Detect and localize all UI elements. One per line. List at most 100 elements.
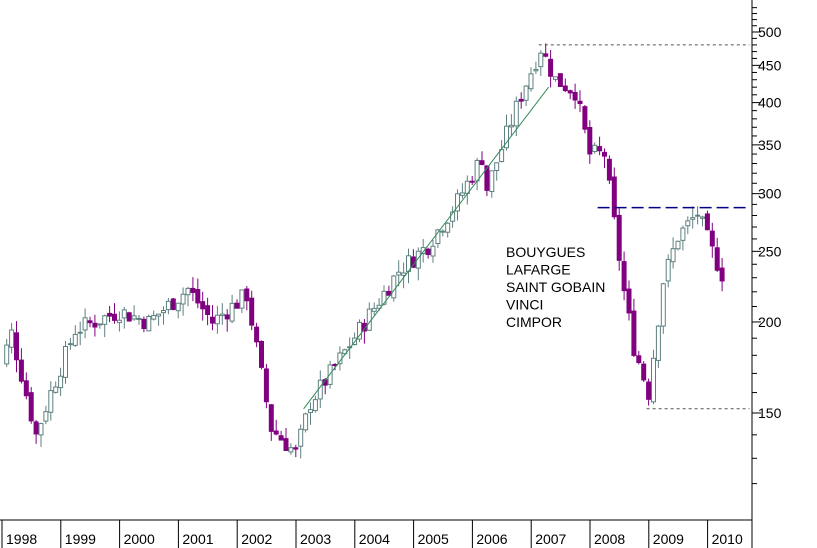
- candle-body-up: [53, 386, 59, 393]
- candle: [504, 114, 509, 151]
- candle-body-down: [602, 151, 607, 157]
- candle-body-up: [670, 248, 676, 263]
- candle-body-up: [214, 314, 220, 325]
- candle: [548, 49, 554, 88]
- candle: [557, 73, 563, 87]
- candle: [420, 239, 426, 263]
- candle-body-up: [180, 293, 186, 305]
- candle-body-up: [185, 287, 191, 296]
- candle-body-down: [195, 289, 201, 304]
- candle-body-up: [695, 214, 701, 217]
- candle-body-up: [675, 240, 681, 250]
- candle: [4, 338, 10, 367]
- candle-body-up: [317, 379, 323, 400]
- candle-body-up: [592, 144, 598, 152]
- candle-body-down: [259, 340, 264, 368]
- candle: [533, 61, 539, 74]
- candle-body-up: [43, 411, 49, 422]
- candle-body-up: [455, 193, 460, 212]
- candle-body-down: [641, 363, 647, 381]
- candle: [185, 286, 191, 307]
- candle: [210, 305, 215, 331]
- candle: [53, 381, 59, 394]
- candle-body-down: [361, 322, 367, 332]
- candle-body-down: [469, 180, 475, 183]
- x-tick-label: 2009: [653, 531, 684, 547]
- candle: [48, 381, 54, 421]
- candle: [254, 322, 260, 348]
- candle: [396, 260, 402, 287]
- candle: [366, 302, 372, 331]
- candle-body-up: [312, 399, 318, 412]
- candle-body-up: [77, 331, 83, 334]
- candle-body-up: [121, 309, 127, 319]
- candle-body-up: [651, 357, 656, 403]
- candle-body-up: [459, 192, 465, 196]
- candle-body-up: [219, 313, 225, 317]
- candle: [690, 206, 696, 229]
- candle: [38, 422, 44, 447]
- candle-body-down: [244, 288, 250, 302]
- candle-body-up: [391, 275, 397, 299]
- candle: [278, 430, 284, 441]
- candle: [508, 114, 514, 136]
- candle-body-up: [489, 170, 495, 193]
- candle: [77, 321, 83, 346]
- candle-body-up: [435, 229, 441, 244]
- candle: [273, 419, 279, 436]
- candle-body-down: [543, 53, 549, 57]
- candle: [337, 346, 343, 371]
- candle: [92, 314, 98, 337]
- candle: [494, 162, 500, 181]
- candle-body-up: [102, 315, 108, 325]
- candle: [479, 151, 485, 166]
- candle-body-up: [136, 317, 142, 320]
- candle-body-up: [161, 310, 166, 314]
- candle-body-down: [273, 430, 279, 435]
- candle: [165, 297, 171, 315]
- candle-body-up: [685, 220, 691, 227]
- candle-body-up: [700, 216, 705, 219]
- x-tick-label: 2002: [241, 531, 272, 547]
- candle-body-up: [4, 344, 10, 365]
- candle: [381, 285, 387, 306]
- candle-body-down: [293, 447, 299, 450]
- candle: [249, 290, 255, 331]
- candle-body-down: [28, 392, 34, 422]
- candle: [259, 340, 264, 370]
- candle-body-down: [479, 160, 485, 165]
- candle-body-up: [151, 314, 157, 320]
- candle: [175, 302, 181, 319]
- candle: [631, 298, 637, 357]
- candle: [577, 90, 583, 113]
- candle-body-up: [415, 250, 421, 269]
- candle: [636, 351, 642, 365]
- candle-body-up: [146, 315, 152, 332]
- candle: [562, 78, 568, 93]
- candle: [670, 237, 676, 269]
- candle: [121, 306, 127, 329]
- candle: [719, 257, 725, 292]
- candle: [190, 277, 196, 302]
- candle-body-down: [709, 230, 715, 247]
- candle-body-up: [430, 245, 436, 257]
- candle: [655, 324, 661, 368]
- candle-body-up: [9, 329, 15, 348]
- candle-body-down: [249, 297, 255, 326]
- y-tick-label: 350: [758, 137, 782, 153]
- candle: [72, 325, 78, 348]
- candle: [43, 405, 49, 425]
- candle-body-up: [538, 52, 544, 68]
- x-tick-label: 2004: [359, 531, 390, 547]
- candle: [146, 314, 152, 332]
- candle: [219, 303, 225, 325]
- candle-body-up: [513, 100, 519, 127]
- candle: [386, 285, 392, 296]
- candle: [695, 206, 701, 225]
- candle: [651, 349, 656, 405]
- candle: [268, 403, 274, 441]
- candle: [14, 321, 19, 373]
- candle: [239, 289, 245, 314]
- candle: [474, 157, 480, 191]
- candle-body-up: [116, 319, 122, 324]
